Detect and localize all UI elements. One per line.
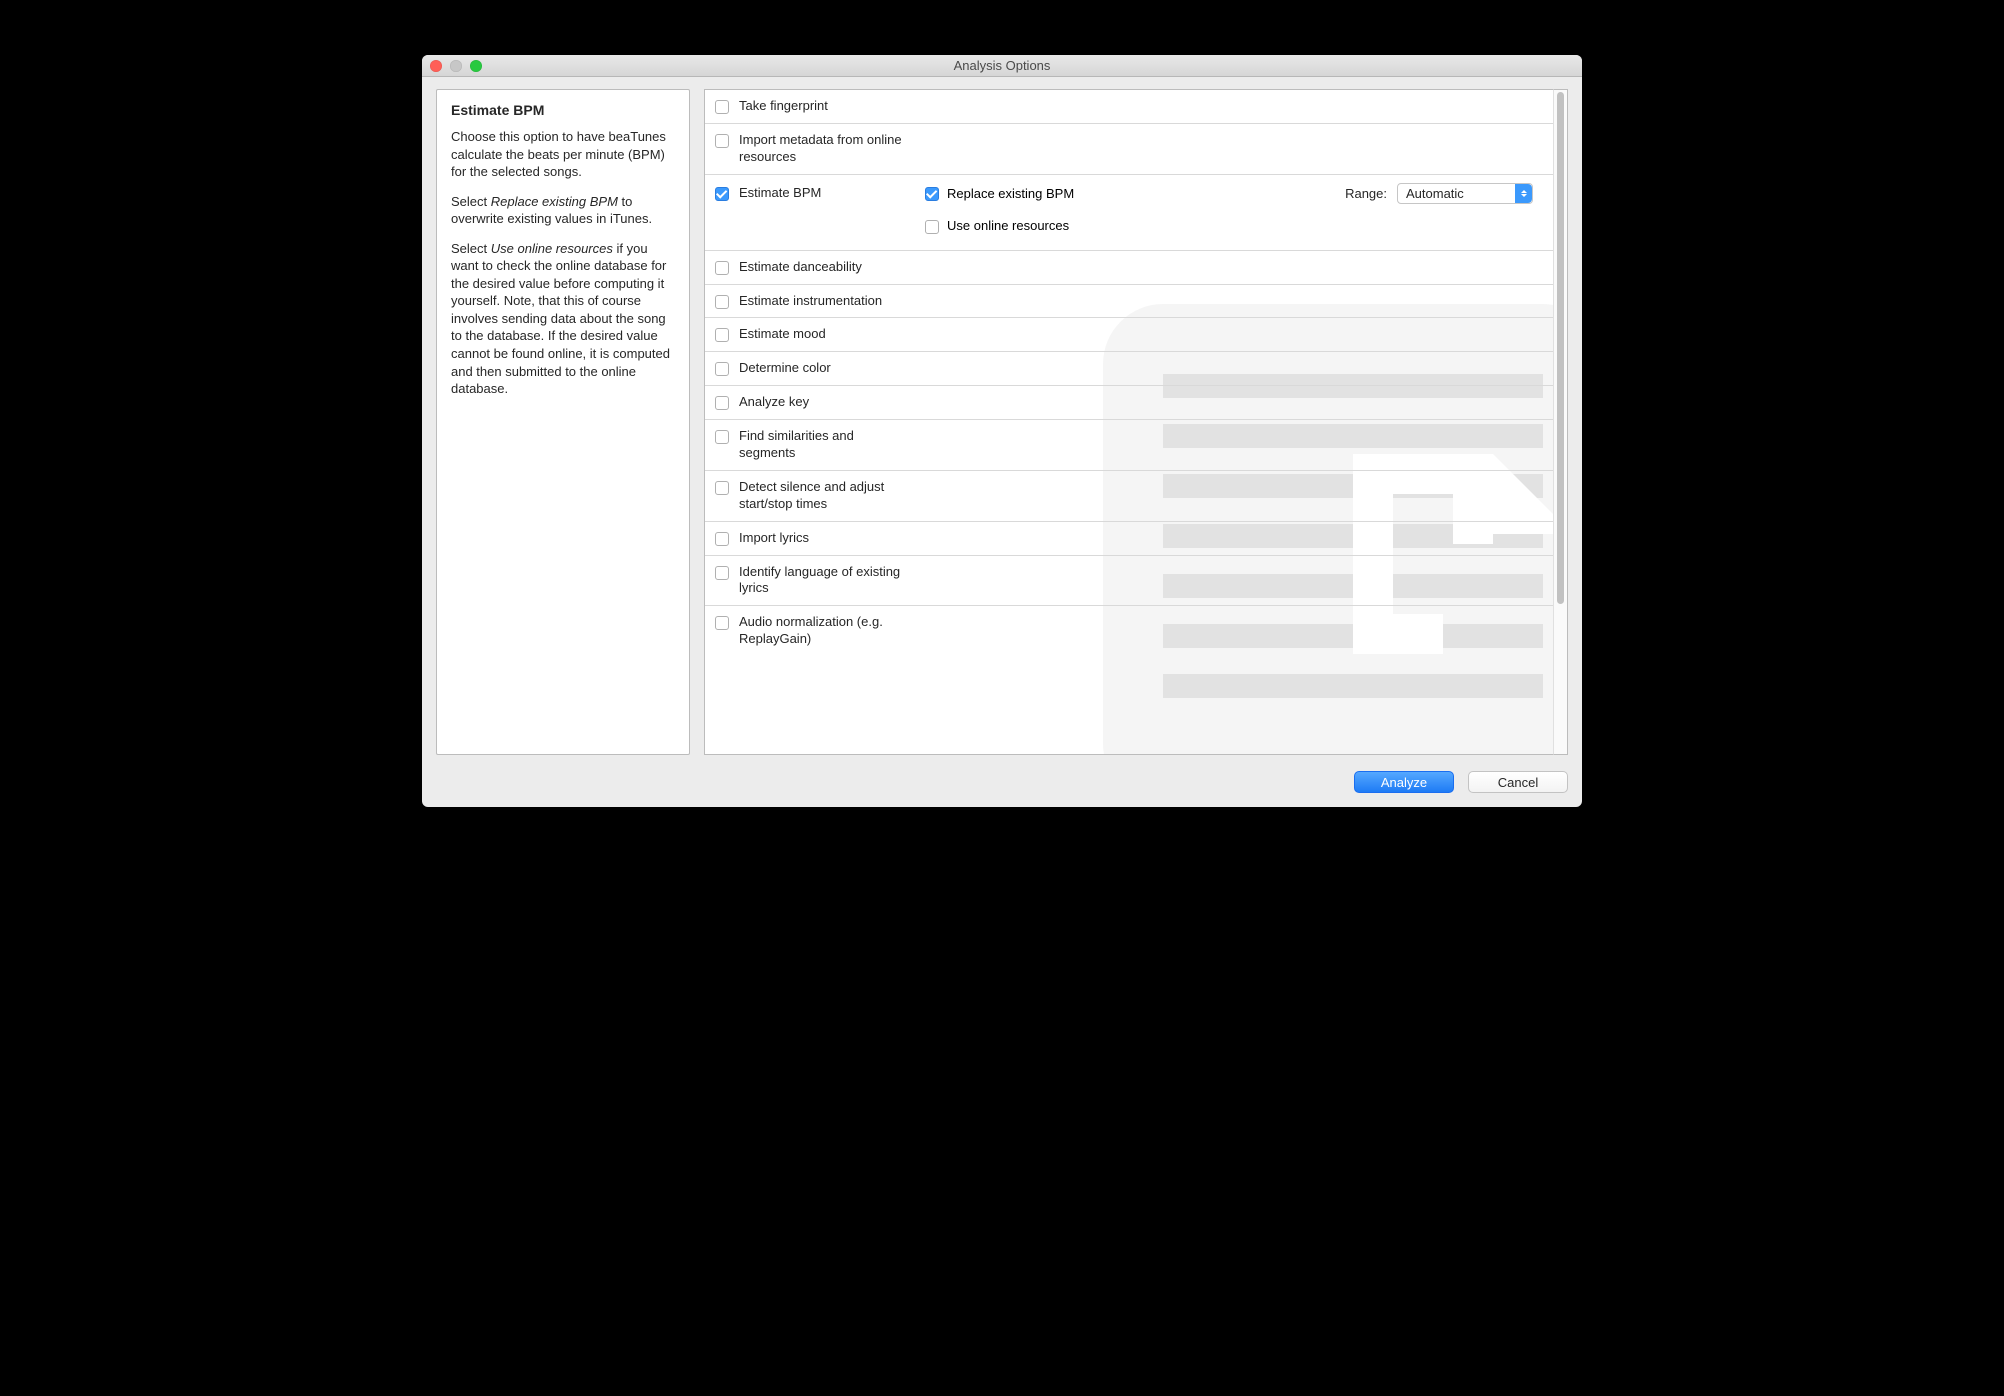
option-label: Determine color [739,360,831,377]
option-analyze-key: Analyze key [705,386,1553,420]
sub-option-label: Replace existing BPM [947,186,1074,201]
checkbox-import-lyrics[interactable] [715,532,729,546]
option-estimate-bpm: Estimate BPM Replace existing BPM Range:… [705,175,1553,251]
checkbox-use-online[interactable] [925,220,939,234]
checkbox-determine-color[interactable] [715,362,729,376]
option-label: Identify language of existing lyrics [739,564,904,598]
option-label: Estimate BPM [739,185,821,202]
option-label: Detect silence and adjust start/stop tim… [739,479,904,513]
options-list: Take fingerprint Import metadata from on… [704,89,1553,755]
option-audio-normalization: Audio normalization (e.g. ReplayGain) [705,606,1553,656]
option-detect-silence: Detect silence and adjust start/stop tim… [705,471,1553,522]
sub-option-replace-bpm: Replace existing BPM [925,185,1074,201]
titlebar: Analysis Options [422,55,1582,77]
window-title: Analysis Options [422,58,1582,73]
checkbox-estimate-instrumentation[interactable] [715,295,729,309]
help-paragraph-3: Select Use online resources if you want … [451,240,675,398]
help-title: Estimate BPM [451,102,675,118]
content-area: Estimate BPM Choose this option to have … [422,77,1582,763]
range-label: Range: [1345,186,1387,201]
option-label: Import lyrics [739,530,809,547]
select-value: Automatic [1406,186,1464,201]
cancel-button[interactable]: Cancel [1468,771,1568,793]
dialog-window: Analysis Options Estimate BPM Choose thi… [422,55,1582,807]
help-paragraph-2: Select Replace existing BPM to overwrite… [451,193,675,228]
option-label: Estimate mood [739,326,826,343]
sub-option-use-online: Use online resources [925,218,1069,234]
option-estimate-mood: Estimate mood [705,318,1553,352]
option-import-lyrics: Import lyrics [705,522,1553,556]
option-estimate-instrumentation: Estimate instrumentation [705,285,1553,319]
checkbox-estimate-mood[interactable] [715,328,729,342]
option-label: Audio normalization (e.g. ReplayGain) [739,614,904,648]
checkbox-find-similarities[interactable] [715,430,729,444]
checkbox-estimate-bpm[interactable] [715,187,729,201]
option-label: Import metadata from online resources [739,132,904,166]
checkbox-analyze-key[interactable] [715,396,729,410]
checkbox-take-fingerprint[interactable] [715,100,729,114]
checkbox-audio-normalization[interactable] [715,616,729,630]
checkbox-detect-silence[interactable] [715,481,729,495]
options-panel: Take fingerprint Import metadata from on… [704,89,1568,755]
checkbox-identify-language[interactable] [715,566,729,580]
sub-option-label: Use online resources [947,218,1069,233]
range-group: Range: Automatic [1345,183,1533,204]
scrollbar[interactable] [1553,89,1568,755]
range-select[interactable]: Automatic [1397,183,1533,204]
checkbox-import-metadata[interactable] [715,134,729,148]
option-identify-language: Identify language of existing lyrics [705,556,1553,607]
option-label: Find similarities and segments [739,428,904,462]
help-paragraph-1: Choose this option to have beaTunes calc… [451,128,675,181]
option-label: Estimate instrumentation [739,293,882,310]
option-label: Estimate danceability [739,259,862,276]
select-arrows-icon [1515,184,1532,203]
option-take-fingerprint: Take fingerprint [705,90,1553,124]
option-determine-color: Determine color [705,352,1553,386]
dialog-footer: Analyze Cancel [422,763,1582,807]
option-import-metadata: Import metadata from online resources [705,124,1553,175]
analyze-button[interactable]: Analyze [1354,771,1454,793]
option-label: Take fingerprint [739,98,828,115]
option-find-similarities: Find similarities and segments [705,420,1553,471]
checkbox-estimate-danceability[interactable] [715,261,729,275]
help-panel: Estimate BPM Choose this option to have … [436,89,690,755]
option-estimate-danceability: Estimate danceability [705,251,1553,285]
scrollbar-thumb[interactable] [1557,92,1564,604]
checkbox-replace-bpm[interactable] [925,187,939,201]
option-label: Analyze key [739,394,809,411]
